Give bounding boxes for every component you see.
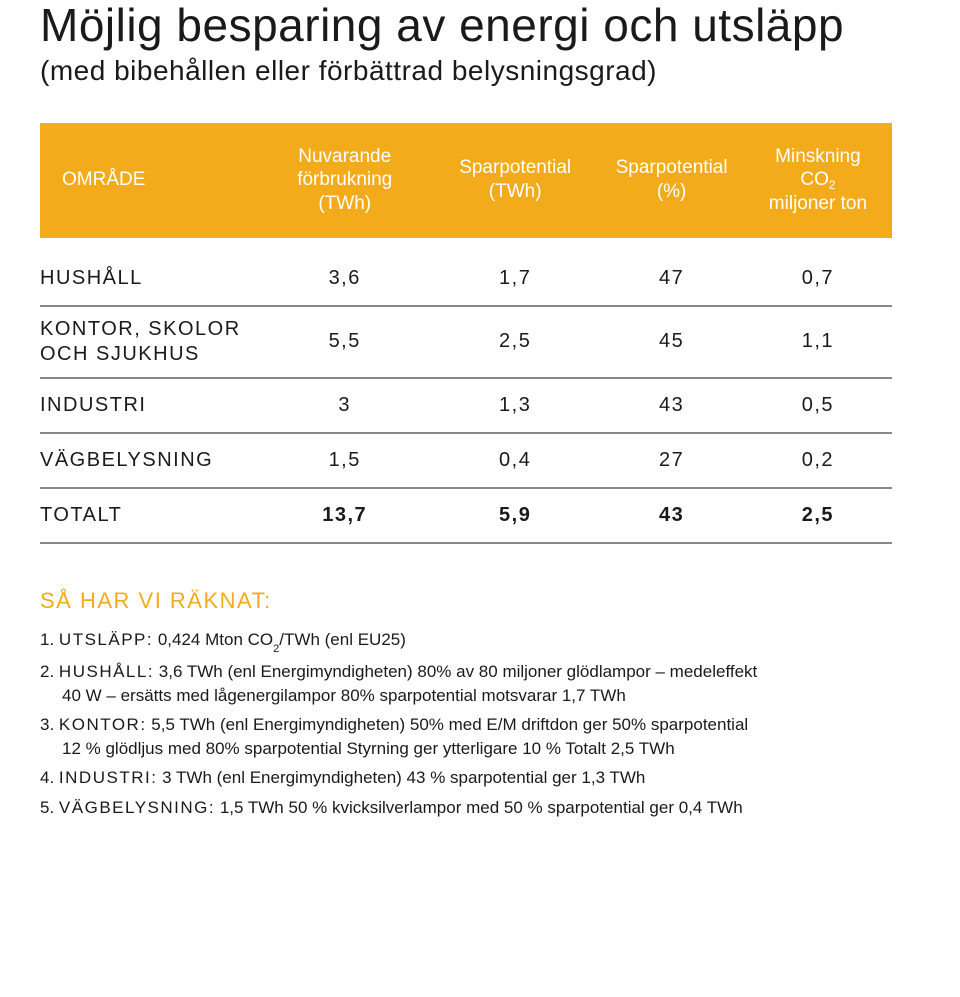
notes-list: 1. UTSLÄPP: 0,424 Mton CO2/TWh (enl EU25… [40, 628, 920, 819]
table-header-cell: OMRÅDE [40, 123, 258, 238]
table-header-cell: Nuvarandeförbrukning(TWh) [258, 123, 431, 238]
note-body: 3,6 TWh (enl Energimyndigheten) 80% av 8… [154, 662, 757, 681]
note-label: UTSLÄPP: [59, 630, 153, 649]
table-row: KONTOR, SKOLOROCH SJUKHUS5,52,5451,1 [40, 306, 892, 378]
table-row: HUSHÅLL3,61,7470,7 [40, 238, 892, 306]
note-item: 1. UTSLÄPP: 0,424 Mton CO2/TWh (enl EU25… [40, 628, 920, 655]
note-label: KONTOR: [59, 715, 147, 734]
table-cell: 5,5 [258, 306, 431, 378]
table-cell: 2,5 [744, 488, 892, 543]
note-number: 1. [40, 630, 54, 649]
table-cell: 43 [599, 488, 743, 543]
note-label: VÄGBELYSNING: [59, 798, 215, 817]
table-cell: 3 [258, 378, 431, 433]
note-item: 2. HUSHÅLL: 3,6 TWh (enl Energimyndighet… [40, 660, 920, 707]
table-header-cell: MinskningCO2miljoner ton [744, 123, 892, 238]
note-number: 2. [40, 662, 54, 681]
note-item: 3. KONTOR: 5,5 TWh (enl Energimyndighete… [40, 713, 920, 760]
table-cell: 2,5 [431, 306, 599, 378]
note-body: 12 % glödljus med 80% sparpotential Styr… [62, 739, 675, 758]
row-label: HUSHÅLL [40, 238, 258, 306]
table-cell: 5,9 [431, 488, 599, 543]
page-title: Möjlig besparing av energi och utsläpp [40, 0, 920, 51]
table-cell: 43 [599, 378, 743, 433]
table-cell: 47 [599, 238, 743, 306]
row-label: VÄGBELYSNING [40, 433, 258, 488]
note-body: 40 W – ersätts med lågenergilampor 80% s… [62, 686, 626, 705]
note-label: HUSHÅLL: [59, 662, 154, 681]
table-cell: 1,5 [258, 433, 431, 488]
table-row: TOTALT13,75,9432,5 [40, 488, 892, 543]
page-subtitle: (med bibehållen eller förbättrad belysni… [40, 55, 920, 87]
row-label: TOTALT [40, 488, 258, 543]
note-body: 3 TWh (enl Energimyndigheten) 43 % sparp… [157, 768, 645, 787]
row-label: KONTOR, SKOLOROCH SJUKHUS [40, 306, 258, 378]
table-cell: 0,5 [744, 378, 892, 433]
note-number: 3. [40, 715, 54, 734]
table-cell: 0,7 [744, 238, 892, 306]
note-body: 5,5 TWh (enl Energimyndigheten) 50% med … [147, 715, 749, 734]
note-number: 4. [40, 768, 54, 787]
table-row: VÄGBELYSNING1,50,4270,2 [40, 433, 892, 488]
table-cell: 13,7 [258, 488, 431, 543]
note-body: 1,5 TWh 50 % kvicksilverlampor med 50 % … [215, 798, 743, 817]
note-label: INDUSTRI: [59, 768, 158, 787]
table-header-cell: Sparpotential(TWh) [431, 123, 599, 238]
table-cell: 45 [599, 306, 743, 378]
note-item: 4. INDUSTRI: 3 TWh (enl Energimyndighete… [40, 766, 920, 789]
note-number: 5. [40, 798, 54, 817]
table-cell: 1,3 [431, 378, 599, 433]
note-body: 0,424 Mton CO2/TWh (enl EU25) [153, 630, 406, 649]
table-row: INDUSTRI31,3430,5 [40, 378, 892, 433]
table-header-row: OMRÅDENuvarandeförbrukning(TWh)Sparpoten… [40, 123, 892, 238]
table-header-cell: Sparpotential(%) [599, 123, 743, 238]
note-item: 5. VÄGBELYSNING: 1,5 TWh 50 % kvicksilve… [40, 796, 920, 819]
table-cell: 1,1 [744, 306, 892, 378]
table-cell: 27 [599, 433, 743, 488]
table-cell: 3,6 [258, 238, 431, 306]
table-cell: 0,2 [744, 433, 892, 488]
table-cell: 1,7 [431, 238, 599, 306]
table-cell: 0,4 [431, 433, 599, 488]
notes-heading: SÅ HAR VI RÄKNAT: [40, 588, 920, 614]
row-label: INDUSTRI [40, 378, 258, 433]
savings-table: OMRÅDENuvarandeförbrukning(TWh)Sparpoten… [40, 123, 892, 544]
